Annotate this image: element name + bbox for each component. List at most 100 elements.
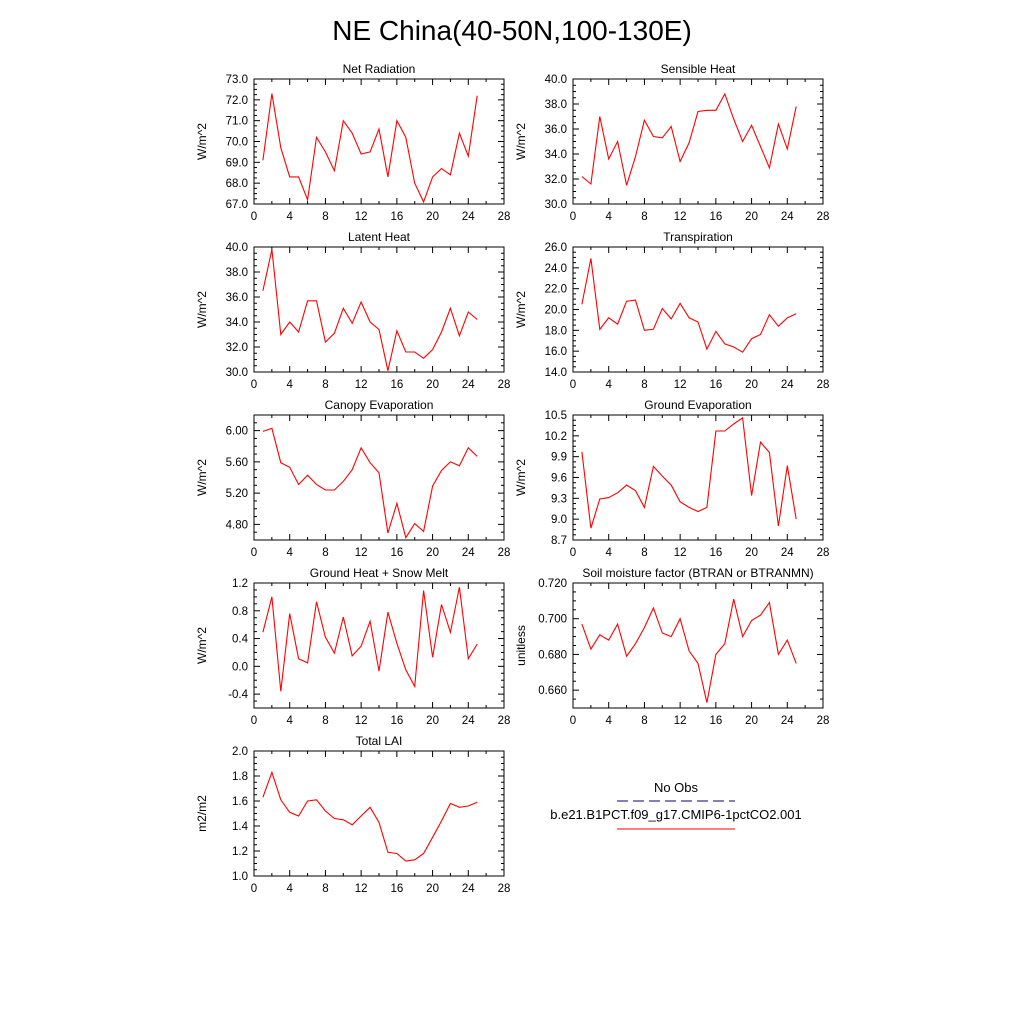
y-tick-label: 1.0 [232, 871, 248, 883]
series-line-model [262, 427, 478, 540]
y-tick-label: 40.0 [545, 74, 567, 86]
y-tick-label: 36.0 [545, 124, 567, 136]
x-tick-label: 16 [390, 379, 403, 391]
x-tick-label: 28 [817, 211, 830, 223]
panel-title: Total LAI [356, 734, 403, 748]
x-tick-label: 16 [390, 211, 403, 223]
y-tick-label: 0.720 [538, 578, 567, 590]
y-tick-label: 1.6 [232, 796, 248, 808]
y-axis-label: W/m^2 [195, 291, 209, 328]
y-tick-label: 10.2 [545, 431, 567, 443]
y-tick-label: 0.700 [538, 614, 567, 626]
y-tick-label: 20.0 [545, 305, 567, 317]
x-tick-label: 12 [355, 883, 368, 895]
x-tick-label: 28 [498, 883, 511, 895]
y-tick-label: 1.8 [232, 771, 248, 783]
x-tick-label: 20 [426, 883, 439, 895]
y-tick-label: 9.9 [551, 452, 567, 464]
plot-frame [253, 78, 505, 205]
x-tick-label: 28 [498, 379, 511, 391]
x-tick-label: 4 [287, 715, 294, 727]
y-tick-label: 1.4 [232, 821, 249, 833]
y-tick-label: 9.3 [551, 493, 567, 505]
y-axis-label: W/m^2 [514, 291, 528, 328]
x-tick-label: 0 [251, 883, 257, 895]
x-tick-label: 20 [426, 211, 439, 223]
panel-title: Transpiration [663, 230, 733, 244]
panel-sensible-heat: Sensible Heat W/m^2 0 4 8 12 16 20 24 28 30.0 32.0 3… [514, 62, 829, 223]
x-tick-label: 24 [462, 883, 475, 895]
x-tick-label: 12 [674, 379, 687, 391]
x-tick-label: 12 [355, 547, 368, 559]
y-tick-label: 70.0 [226, 137, 248, 149]
x-tick-label: 20 [745, 547, 758, 559]
y-tick-label: 4.80 [226, 519, 248, 531]
y-tick-label: 73.0 [226, 74, 248, 86]
x-tick-label: 24 [462, 379, 475, 391]
y-tick-label: 0.660 [538, 685, 567, 697]
y-tick-label: 30.0 [226, 367, 248, 379]
x-tick-label: 16 [709, 547, 722, 559]
x-tick-label: 16 [709, 211, 722, 223]
y-tick-label: 18.0 [545, 325, 567, 337]
x-tick-label: 4 [287, 379, 294, 391]
x-tick-label: 8 [322, 211, 328, 223]
y-tick-label: 72.0 [226, 95, 248, 107]
y-tick-label: 0.4 [232, 634, 249, 646]
y-tick-label: 26.0 [545, 242, 567, 254]
plot-frame [572, 246, 824, 373]
x-tick-label: 8 [322, 547, 328, 559]
y-tick-label: 5.60 [226, 457, 248, 469]
panel-latent-heat: Latent Heat W/m^2 0 4 8 12 16 20 24 28 30.0 32.0 34.… [195, 230, 510, 391]
x-tick-label: 28 [817, 715, 830, 727]
x-tick-label: 4 [606, 715, 613, 727]
y-tick-label: 10.5 [545, 410, 567, 422]
x-tick-label: 8 [641, 547, 647, 559]
x-tick-label: 16 [390, 547, 403, 559]
x-tick-label: 28 [817, 379, 830, 391]
x-tick-label: 28 [498, 547, 511, 559]
figure-title: NE China(40-50N,100-130E) [332, 15, 692, 46]
legend: No Obs b.e21.B1PCT.f09_g17.CMIP6-1pctCO2… [550, 780, 802, 830]
panel-ground-evaporation: Ground Evaporation W/m^2 0 4 8 12 16 20 24 28 8.7 9… [514, 398, 829, 559]
y-tick-label: 38.0 [545, 99, 567, 111]
y-tick-label: 32.0 [545, 174, 567, 186]
x-tick-label: 8 [641, 715, 647, 727]
panel-soil-moisture-factor-btran-or-btranmn: Soil moisture factor (BTRAN or BTRANMN) u… [514, 566, 829, 727]
y-tick-label: 67.0 [226, 199, 248, 211]
panel-transpiration: Transpiration W/m^2 0 4 8 12 16 20 24 28 14.0 16.0 1… [514, 230, 829, 391]
y-tick-label: 6.00 [226, 426, 248, 438]
panel-total-lai: Total LAI m2/m2 0 4 8 12 16 20 24 28 1.0 1.2 1.4 1.6 1… [195, 734, 510, 895]
y-tick-label: 0.8 [232, 606, 248, 618]
y-tick-label: 1.2 [232, 846, 248, 858]
x-tick-label: 0 [570, 715, 576, 727]
x-tick-label: 0 [251, 379, 257, 391]
x-tick-label: 28 [498, 715, 511, 727]
y-tick-label: 69.0 [226, 157, 248, 169]
y-tick-label: -0.4 [228, 689, 248, 701]
y-tick-label: 14.0 [545, 367, 567, 379]
y-tick-label: 22.0 [545, 284, 567, 296]
x-tick-label: 8 [322, 715, 328, 727]
panel-title: Latent Heat [348, 230, 411, 244]
x-tick-label: 12 [355, 715, 368, 727]
x-tick-label: 12 [355, 211, 368, 223]
x-tick-label: 16 [709, 715, 722, 727]
y-tick-label: 38.0 [226, 267, 248, 279]
series-line-model [262, 249, 478, 371]
y-tick-label: 5.20 [226, 488, 248, 500]
legend-label-obs: No Obs [654, 780, 699, 795]
panel-canopy-evaporation: Canopy Evaporation W/m^2 0 4 8 12 16 20 24 28 4.80… [195, 398, 510, 559]
y-tick-label: 32.0 [226, 342, 248, 354]
x-tick-label: 4 [606, 211, 613, 223]
x-tick-label: 0 [570, 211, 576, 223]
x-tick-label: 24 [781, 379, 794, 391]
x-tick-label: 24 [781, 547, 794, 559]
x-tick-label: 20 [745, 715, 758, 727]
x-tick-label: 4 [606, 547, 613, 559]
x-tick-label: 0 [251, 211, 257, 223]
y-axis-label: m2/m2 [195, 795, 209, 832]
x-tick-label: 12 [355, 379, 368, 391]
x-tick-label: 4 [287, 211, 294, 223]
